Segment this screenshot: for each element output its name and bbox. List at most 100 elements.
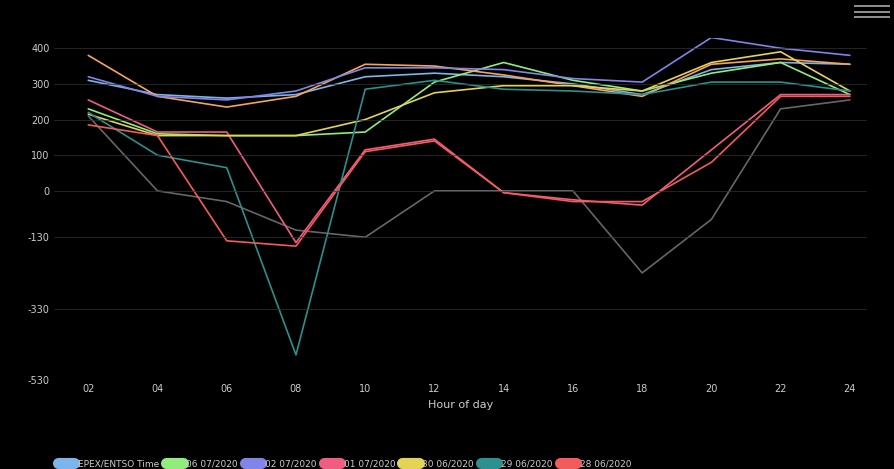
EPEX/ENTSO Time xyxy=(568,81,578,87)
02 07/2020 xyxy=(706,35,717,40)
EPEX/ENTSO Time xyxy=(498,74,509,80)
EPEX/ENTSO Time xyxy=(360,74,371,80)
02 07/2020 xyxy=(775,45,786,51)
30 06/2020 xyxy=(637,88,647,94)
05 07/2020 xyxy=(291,227,301,233)
30 06/2020 xyxy=(222,133,232,138)
30 06/2020 xyxy=(152,133,163,138)
28 06/2020 xyxy=(429,138,440,144)
02 07/2020 xyxy=(568,76,578,81)
05 07/2020 xyxy=(152,188,163,194)
Line: 29 06/2020: 29 06/2020 xyxy=(89,80,850,355)
03 07/2020 xyxy=(222,104,232,110)
30 06/2020 xyxy=(83,111,94,117)
06 07/2020 xyxy=(568,77,578,83)
03 07/2020 xyxy=(568,83,578,89)
29 06/2020 xyxy=(152,152,163,158)
29 06/2020 xyxy=(706,79,717,85)
05 07/2020 xyxy=(83,113,94,119)
30 06/2020 xyxy=(845,88,856,94)
Line: 01 07/2020: 01 07/2020 xyxy=(89,95,850,242)
06 07/2020 xyxy=(706,70,717,76)
06 07/2020 xyxy=(637,88,647,94)
01 07/2020 xyxy=(222,129,232,135)
29 06/2020 xyxy=(775,79,786,85)
EPEX/ENTSO Time xyxy=(152,92,163,98)
EPEX/ENTSO Time xyxy=(83,77,94,83)
01 07/2020 xyxy=(291,240,301,245)
Line: 05 07/2020: 05 07/2020 xyxy=(89,100,850,273)
03 07/2020 xyxy=(498,72,509,78)
02 07/2020 xyxy=(83,74,94,80)
EPEX/ENTSO Time xyxy=(222,95,232,101)
Line: 03 07/2020: 03 07/2020 xyxy=(89,55,850,107)
30 06/2020 xyxy=(568,83,578,89)
03 07/2020 xyxy=(152,93,163,99)
EPEX/ENTSO Time xyxy=(429,70,440,76)
Line: 30 06/2020: 30 06/2020 xyxy=(89,52,850,136)
Line: 06 07/2020: 06 07/2020 xyxy=(89,62,850,136)
06 07/2020 xyxy=(83,106,94,112)
06 07/2020 xyxy=(152,131,163,136)
EPEX/ENTSO Time xyxy=(845,61,856,67)
29 06/2020 xyxy=(845,88,856,94)
Line: 02 07/2020: 02 07/2020 xyxy=(89,38,850,100)
01 07/2020 xyxy=(498,190,509,196)
30 06/2020 xyxy=(498,83,509,89)
30 06/2020 xyxy=(429,90,440,96)
05 07/2020 xyxy=(222,199,232,204)
01 07/2020 xyxy=(637,202,647,208)
01 07/2020 xyxy=(706,147,717,153)
28 06/2020 xyxy=(83,122,94,128)
01 07/2020 xyxy=(83,97,94,103)
01 07/2020 xyxy=(845,92,856,98)
05 07/2020 xyxy=(775,106,786,112)
01 07/2020 xyxy=(360,147,371,153)
28 06/2020 xyxy=(637,199,647,204)
02 07/2020 xyxy=(152,93,163,99)
06 07/2020 xyxy=(291,133,301,138)
29 06/2020 xyxy=(222,165,232,171)
01 07/2020 xyxy=(429,136,440,142)
EPEX/ENTSO Time xyxy=(291,92,301,98)
03 07/2020 xyxy=(429,63,440,69)
28 06/2020 xyxy=(291,243,301,249)
X-axis label: Hour of day: Hour of day xyxy=(428,400,493,409)
Legend: EPEX/ENTSO Time, 05 07/2020, 06 07/2020, 03 07/2020, 02 07/2020, 01 07/2020, 30 : EPEX/ENTSO Time, 05 07/2020, 06 07/2020,… xyxy=(58,460,631,469)
03 07/2020 xyxy=(83,53,94,58)
06 07/2020 xyxy=(498,60,509,65)
01 07/2020 xyxy=(775,92,786,98)
Line: EPEX/ENTSO Time: EPEX/ENTSO Time xyxy=(89,62,850,98)
29 06/2020 xyxy=(83,110,94,115)
05 07/2020 xyxy=(637,270,647,276)
28 06/2020 xyxy=(706,159,717,165)
05 07/2020 xyxy=(706,217,717,222)
06 07/2020 xyxy=(222,133,232,138)
06 07/2020 xyxy=(360,129,371,135)
28 06/2020 xyxy=(775,93,786,99)
EPEX/ENTSO Time xyxy=(706,67,717,72)
06 07/2020 xyxy=(429,79,440,85)
EPEX/ENTSO Time xyxy=(775,60,786,65)
01 07/2020 xyxy=(568,197,578,203)
02 07/2020 xyxy=(360,65,371,71)
06 07/2020 xyxy=(845,92,856,98)
29 06/2020 xyxy=(360,86,371,92)
03 07/2020 xyxy=(845,61,856,67)
28 06/2020 xyxy=(498,190,509,196)
03 07/2020 xyxy=(360,61,371,67)
28 06/2020 xyxy=(845,93,856,99)
28 06/2020 xyxy=(222,238,232,243)
Line: 28 06/2020: 28 06/2020 xyxy=(89,96,850,246)
05 07/2020 xyxy=(845,97,856,103)
30 06/2020 xyxy=(775,49,786,54)
05 07/2020 xyxy=(360,234,371,240)
02 07/2020 xyxy=(845,53,856,58)
05 07/2020 xyxy=(568,188,578,194)
05 07/2020 xyxy=(429,188,440,194)
29 06/2020 xyxy=(568,88,578,94)
03 07/2020 xyxy=(775,56,786,62)
06 07/2020 xyxy=(775,60,786,65)
03 07/2020 xyxy=(291,93,301,99)
03 07/2020 xyxy=(706,61,717,67)
